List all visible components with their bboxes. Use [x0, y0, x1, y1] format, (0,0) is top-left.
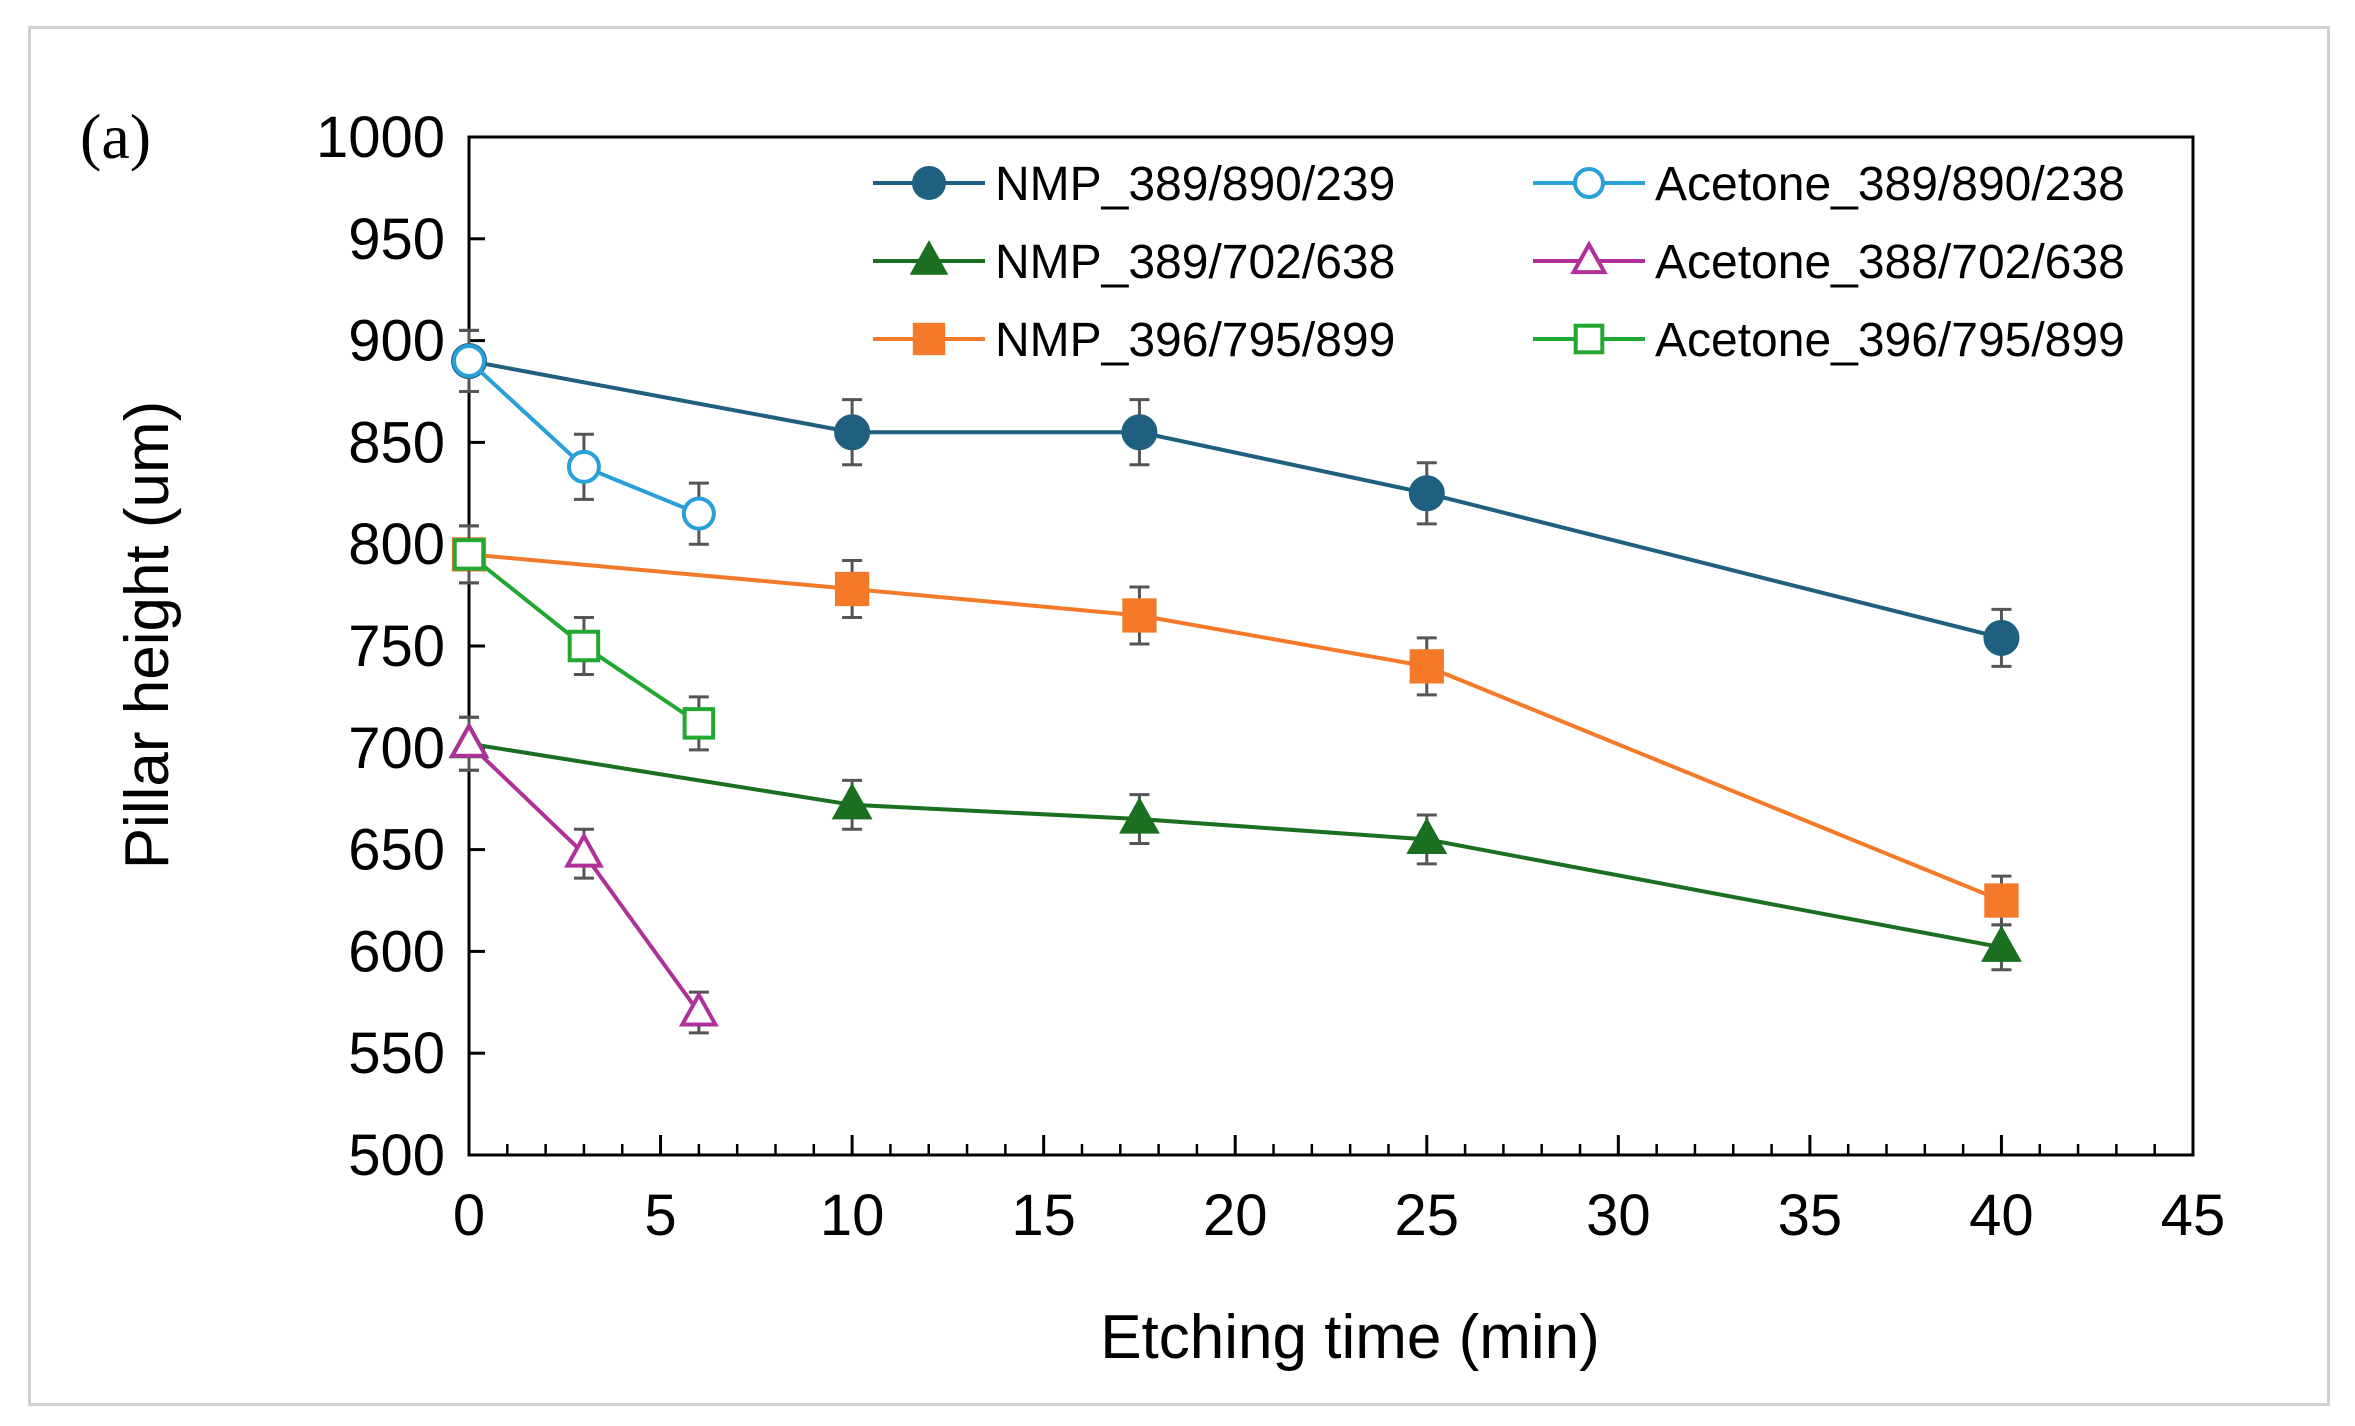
data-point: [831, 782, 873, 820]
figure-frame: [28, 26, 2330, 1406]
y-tick-label: 750: [348, 614, 445, 679]
data-point: [452, 538, 486, 571]
legend-marker: [912, 322, 946, 356]
series-2: [448, 715, 2022, 972]
legend-item: NMP_396/795/899: [873, 314, 1395, 367]
legend-item: Acetone_388/702/638: [1533, 236, 2125, 289]
y-tick-label: 600: [348, 919, 445, 984]
x-tick-label: 45: [2161, 1183, 2226, 1248]
data-point: [834, 571, 870, 607]
data-point: [1981, 925, 2022, 962]
x-axis-title: Etching time (min): [1100, 1303, 1600, 1372]
legend-item: NMP_389/702/638: [873, 236, 1395, 289]
y-tick-label: 900: [348, 309, 445, 374]
data-point: [1984, 883, 2019, 918]
legend-marker: [1573, 167, 1605, 199]
y-tick-label: 650: [348, 818, 445, 883]
y-tick-label: 950: [348, 207, 445, 272]
legend-marker: [909, 240, 949, 275]
data-point: [449, 721, 489, 758]
data-point: [1119, 796, 1160, 834]
series-1: [452, 328, 716, 546]
x-tick-label: 0: [453, 1183, 485, 1248]
panel-label: (a): [80, 101, 151, 172]
data-point: [834, 414, 871, 451]
series-5: [452, 524, 716, 752]
plot-area: 500 550 600 650 700 750 800 850 900 950 1000 0 5 10 15…: [316, 105, 2225, 1248]
y-tick-label: 700: [348, 716, 445, 781]
y-tick-label: 1000: [316, 105, 445, 170]
data-point: [1122, 598, 1157, 633]
legend-marker: [1573, 323, 1605, 355]
x-tick-label: 30: [1586, 1183, 1651, 1248]
legend-marker: [1570, 240, 1608, 275]
data-point: [682, 707, 716, 740]
legend: NMP_389/890/239 Acetone_389/890/238 NMP_38…: [873, 158, 2125, 367]
data-point: [1409, 649, 1444, 684]
plot-border: [467, 135, 2195, 1157]
y-tick-label: 550: [348, 1021, 445, 1086]
y-axis-title: Pillar height (um): [113, 401, 182, 870]
data-point: [567, 629, 601, 663]
x-tick-label: 40: [1969, 1183, 2034, 1248]
legend-label: NMP_389/890/239: [995, 158, 1395, 211]
x-tick-label: 35: [1778, 1183, 1843, 1248]
y-tick-label: 850: [348, 410, 445, 475]
x-tick-label: 10: [820, 1183, 885, 1248]
series-line: [468, 741, 2002, 950]
y-tick-label: 500: [348, 1123, 445, 1188]
series-0: [451, 328, 2020, 668]
x-tick-label: 20: [1203, 1183, 1268, 1248]
legend-item: Acetone_389/890/238: [1533, 158, 2125, 211]
legend-label: Acetone_396/795/899: [1655, 314, 2125, 367]
legend-marker: [912, 166, 946, 200]
data-point: [1408, 475, 1445, 512]
legend-label: NMP_396/795/899: [995, 314, 1395, 367]
x-tick-label: 5: [644, 1183, 676, 1248]
data-point: [1121, 414, 1158, 451]
legend-item: Acetone_396/795/899: [1533, 314, 2125, 367]
data-point: [452, 343, 486, 378]
legend-label: Acetone_389/890/238: [1655, 158, 2125, 211]
legend-item: NMP_389/890/239: [873, 158, 1395, 211]
x-tick-label: 25: [1395, 1183, 1460, 1248]
legend-label: Acetone_388/702/638: [1655, 236, 2125, 289]
data-point: [566, 449, 601, 484]
data-point: [681, 496, 716, 531]
data-point: [1983, 619, 2020, 656]
legend-label: NMP_389/702/638: [995, 236, 1395, 289]
y-tick-label: 800: [348, 512, 445, 577]
series-3: [449, 715, 719, 1035]
x-tick-label: 15: [1011, 1183, 1076, 1248]
data-point: [563, 831, 604, 868]
data-point: [1406, 817, 1448, 854]
data-point: [678, 990, 719, 1027]
